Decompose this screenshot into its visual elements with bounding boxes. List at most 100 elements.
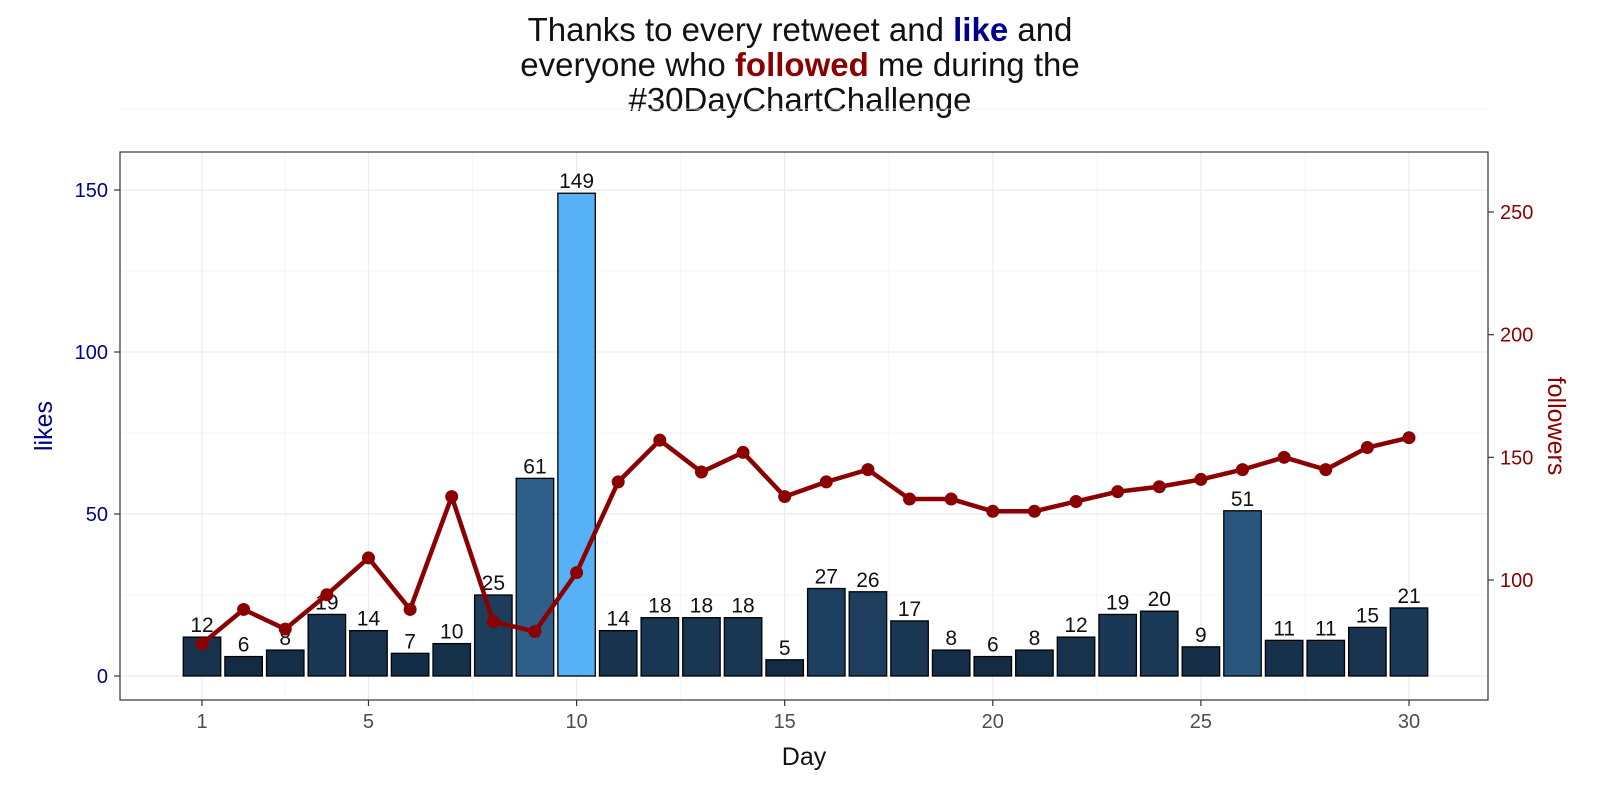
- x-tick-label: 30: [1398, 711, 1420, 733]
- bar-value-label: 17: [898, 598, 921, 621]
- x-tick-label: 5: [363, 711, 374, 733]
- followers-point: [1194, 472, 1208, 486]
- title-text: me during the: [868, 46, 1080, 83]
- likes-bar: [1223, 510, 1262, 677]
- title-like-word: like: [953, 11, 1009, 48]
- followers-point: [403, 602, 417, 616]
- likes-bar: [349, 629, 388, 677]
- likes-bar: [682, 617, 721, 677]
- likes-bar: [432, 642, 472, 677]
- bar-value-label: 18: [648, 595, 671, 618]
- followers-point: [1069, 494, 1083, 508]
- y-tick-label: 0: [97, 666, 108, 688]
- likes-bar: [1015, 649, 1054, 677]
- likes-bar: [307, 613, 347, 677]
- followers-point: [653, 433, 667, 447]
- likes-bar: [473, 594, 513, 677]
- followers-point: [570, 566, 584, 580]
- chart-title: Thanks to every retweet and like and eve…: [0, 12, 1600, 117]
- followers-point: [986, 504, 1000, 518]
- likes-bar: [557, 192, 596, 677]
- followers-point: [944, 492, 958, 506]
- panel-border: [119, 151, 1489, 701]
- followers-line: [200, 435, 1410, 646]
- y2-axis-label: followers: [1542, 377, 1570, 476]
- followers-point: [195, 637, 209, 651]
- bar-value-label: 8: [279, 627, 291, 650]
- followers-line-group: [195, 431, 1416, 651]
- bar-value-label: 8: [945, 627, 957, 650]
- x-tick-label: 25: [1190, 711, 1212, 733]
- followers-point: [445, 490, 459, 504]
- likes-bar: [224, 655, 263, 677]
- followers-point: [320, 588, 334, 602]
- likes-bar: [515, 477, 555, 677]
- followers-point: [819, 475, 833, 489]
- bar-value-label: 149: [559, 170, 594, 193]
- bar-value-label: 10: [440, 621, 463, 644]
- followers-point: [486, 615, 500, 629]
- bar-value-label: 7: [404, 630, 416, 653]
- followers-point: [1152, 480, 1166, 494]
- y2-tick-label: 250: [1500, 202, 1533, 224]
- likes-bar: [931, 649, 971, 677]
- followers-point: [1027, 504, 1041, 518]
- likes-bar: [598, 629, 638, 677]
- bar-value-label: 18: [690, 595, 713, 618]
- likes-bar: [1056, 636, 1096, 677]
- followers-point: [237, 602, 251, 616]
- followers-point: [528, 625, 542, 639]
- followers-point: [1402, 431, 1416, 445]
- followers-point: [778, 490, 792, 504]
- likes-bar: [973, 655, 1013, 677]
- likes-bar: [890, 620, 929, 677]
- followers-point: [1277, 450, 1291, 464]
- followers-point: [861, 463, 875, 477]
- followers-point: [1319, 463, 1333, 477]
- bar-value-label: 6: [987, 634, 999, 657]
- bar-value-label: 61: [523, 455, 546, 478]
- likes-bar: [265, 649, 305, 677]
- likes-bar: [1098, 613, 1138, 677]
- followers-point: [903, 492, 917, 506]
- x-tick-label: 10: [565, 711, 587, 733]
- title-line-3: #30DayChartChallenge: [0, 82, 1600, 117]
- bar-value-label: 21: [1397, 585, 1420, 608]
- x-axis-label: Day: [782, 743, 827, 771]
- likes-bar: [765, 659, 805, 677]
- likes-bar: [848, 591, 888, 677]
- x-tick-label: 20: [982, 711, 1004, 733]
- y-axis-label: likes: [30, 401, 58, 451]
- bar-value-label: 20: [1148, 588, 1171, 611]
- title-text: Thanks to every retweet and: [527, 11, 954, 48]
- bar-value-label: 18: [731, 595, 754, 618]
- y-tick-label: 100: [75, 342, 108, 364]
- y2-tick-label: 150: [1500, 447, 1533, 469]
- title-followed-word: followed: [734, 46, 869, 83]
- bar-value-label: 6: [238, 634, 250, 657]
- x-tick-label: 1: [196, 711, 207, 733]
- bar-value-label: 14: [357, 608, 381, 631]
- bar-value-label: 25: [482, 572, 505, 595]
- y-tick-label: 50: [86, 504, 108, 526]
- bar-value-label: 11: [1273, 617, 1295, 640]
- bar-value-label: 12: [1064, 614, 1087, 637]
- title-line-1: Thanks to every retweet and like and: [0, 12, 1600, 47]
- title-line-2: everyone who followed me during the: [0, 47, 1600, 82]
- likes-bar: [1264, 639, 1304, 677]
- followers-point: [361, 551, 375, 565]
- title-text: and: [1008, 11, 1073, 48]
- followers-point: [694, 465, 708, 479]
- bar-value-label: 51: [1231, 488, 1254, 511]
- x-tick-label: 15: [774, 711, 796, 733]
- title-text: everyone who: [520, 46, 735, 83]
- followers-point: [1236, 463, 1250, 477]
- followers-point: [736, 445, 750, 459]
- followers-point: [1111, 485, 1125, 499]
- likes-bar: [1181, 646, 1221, 677]
- bar-value-label: 19: [1106, 591, 1129, 614]
- likes-bar: [640, 617, 680, 677]
- likes-bar: [1306, 639, 1346, 677]
